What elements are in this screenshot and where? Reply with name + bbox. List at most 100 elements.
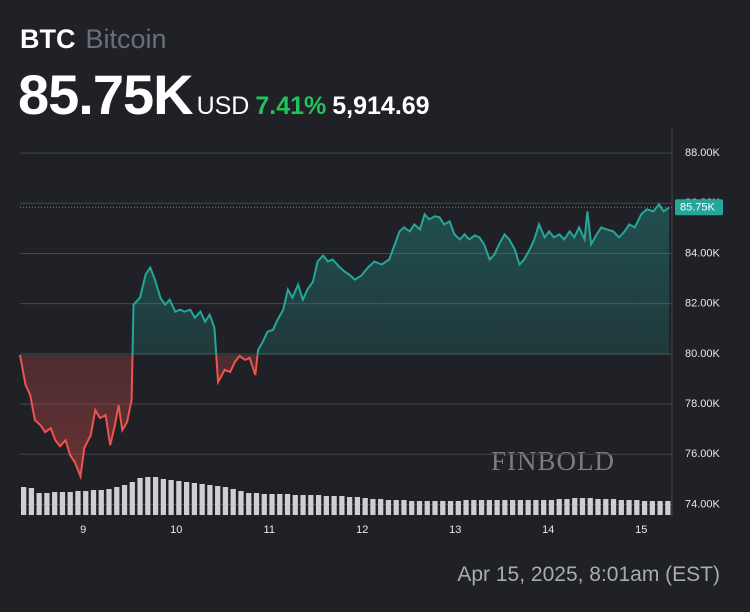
volume-bar (300, 495, 306, 515)
volume-bar (90, 490, 97, 515)
line-up (20, 202, 670, 355)
volume-bar (595, 499, 601, 515)
volume-bar (657, 501, 663, 515)
timestamp: Apr 15, 2025, 8:01am (EST) (457, 563, 720, 586)
volume-bar (626, 500, 632, 515)
change: 5,914.69 (332, 92, 430, 120)
x-tick-label: 15 (635, 524, 647, 536)
volume-bar (114, 487, 120, 515)
x-tick-label: 10 (170, 524, 182, 536)
volume-bar (222, 487, 229, 515)
volume-bar (432, 501, 438, 515)
volume-bar (525, 500, 531, 515)
volume-bar (447, 501, 454, 515)
volume-bar (199, 484, 205, 515)
volume-bar (160, 479, 166, 515)
volume-bar (184, 482, 190, 515)
x-tick-label: 11 (264, 524, 275, 536)
volume-bar (323, 496, 329, 515)
volume-bar (517, 500, 524, 515)
volume-bar (463, 500, 469, 515)
volume-bar (347, 497, 353, 515)
volume-bar (191, 483, 198, 515)
volume-bar (145, 477, 151, 515)
volume-bar (440, 501, 446, 515)
volume-bar (152, 477, 159, 515)
volume-bar (502, 500, 508, 515)
volume-bar (284, 494, 291, 515)
volume-bar (59, 492, 66, 515)
volume-bar (641, 501, 648, 515)
volume-bar (587, 498, 593, 515)
last-price-box (675, 199, 723, 216)
volume-bar (230, 489, 236, 515)
volume-bar (618, 500, 624, 515)
y-tick-label: 76.00K (685, 448, 721, 460)
y-tick-label: 88.00K (685, 147, 721, 159)
volume-bar (370, 499, 376, 515)
volume-bar (83, 491, 89, 515)
volume-bar (106, 489, 112, 515)
volume-bar (137, 478, 143, 515)
currency: USD (196, 92, 250, 120)
x-tick-label: 13 (449, 524, 461, 536)
volume-bar (564, 499, 570, 515)
y-tick-label: 74.00K (685, 498, 721, 510)
quote: 85.75K USD 7.41% 5,914.69 (18, 62, 430, 127)
volume-bar (339, 496, 345, 515)
volume-bar (665, 501, 671, 515)
volume-bar (556, 499, 562, 515)
volume-bar (401, 500, 407, 515)
volume-bar (277, 494, 283, 515)
x-tick-label: 14 (542, 524, 554, 536)
y-tick-label: 82.00K (685, 298, 721, 310)
volume-bar (168, 480, 174, 515)
volume-bar (331, 496, 337, 515)
volume-bar (533, 500, 539, 515)
volume-bar (416, 501, 423, 515)
watermark: FINBOLD (491, 446, 615, 476)
volume-bar (253, 493, 260, 515)
y-tick-label: 80.00K (685, 348, 721, 360)
volume-bar (354, 497, 361, 515)
volume-bar (21, 487, 27, 515)
volume-bar (409, 501, 415, 515)
volume-bar (176, 481, 182, 515)
volume-bar (129, 482, 135, 515)
volume-bar (610, 499, 617, 515)
volume-bar (541, 500, 547, 515)
volume-bar (308, 495, 314, 515)
volume-bar (603, 499, 609, 515)
volume-bar (44, 493, 50, 515)
symbol: BTC (20, 24, 76, 54)
volume-bar (572, 498, 578, 515)
line-down (19, 354, 259, 481)
volume-bar (378, 499, 384, 515)
volume-bar (494, 500, 500, 515)
volume-bar (67, 492, 73, 515)
volume-bar (393, 500, 399, 515)
volume-bar (121, 485, 128, 515)
price: 85.75K (18, 63, 194, 126)
y-tick-label: 84.00K (685, 247, 721, 259)
volume-bar (455, 501, 461, 515)
volume-bar (315, 495, 322, 515)
volume-bar (98, 490, 104, 515)
volume-bar (634, 500, 640, 515)
volume-bar (269, 494, 275, 515)
volume-bar (486, 500, 492, 515)
asset-name: Bitcoin (85, 24, 167, 54)
volume-bar (238, 491, 244, 515)
x-tick-label: 9 (80, 524, 86, 536)
ticker: BTC Bitcoin (20, 24, 167, 55)
change-pct: 7.41% (255, 92, 327, 120)
volume-bar (207, 485, 213, 515)
y-tick-label: 78.00K (685, 398, 721, 410)
volume-bar (36, 493, 42, 515)
volume-bar (75, 491, 81, 515)
volume-bar (548, 500, 555, 515)
volume-bar (385, 500, 392, 515)
volume-bar (510, 500, 516, 515)
volume-bar (292, 495, 298, 515)
